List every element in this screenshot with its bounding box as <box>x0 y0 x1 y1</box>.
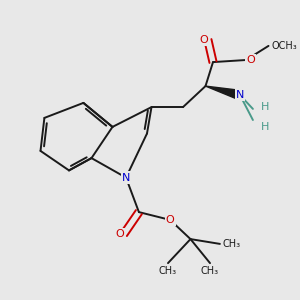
Text: O: O <box>166 215 175 225</box>
Text: O: O <box>115 229 124 239</box>
Text: H: H <box>260 101 269 112</box>
Text: CH₃: CH₃ <box>159 266 177 276</box>
Text: N: N <box>122 172 130 183</box>
Text: N: N <box>236 90 244 100</box>
Text: O: O <box>246 55 255 65</box>
Text: OCH₃: OCH₃ <box>272 41 297 51</box>
Polygon shape <box>206 86 241 100</box>
Text: CH₃: CH₃ <box>201 266 219 276</box>
Text: CH₃: CH₃ <box>223 239 241 249</box>
Text: H: H <box>260 122 269 133</box>
Text: O: O <box>199 35 208 45</box>
